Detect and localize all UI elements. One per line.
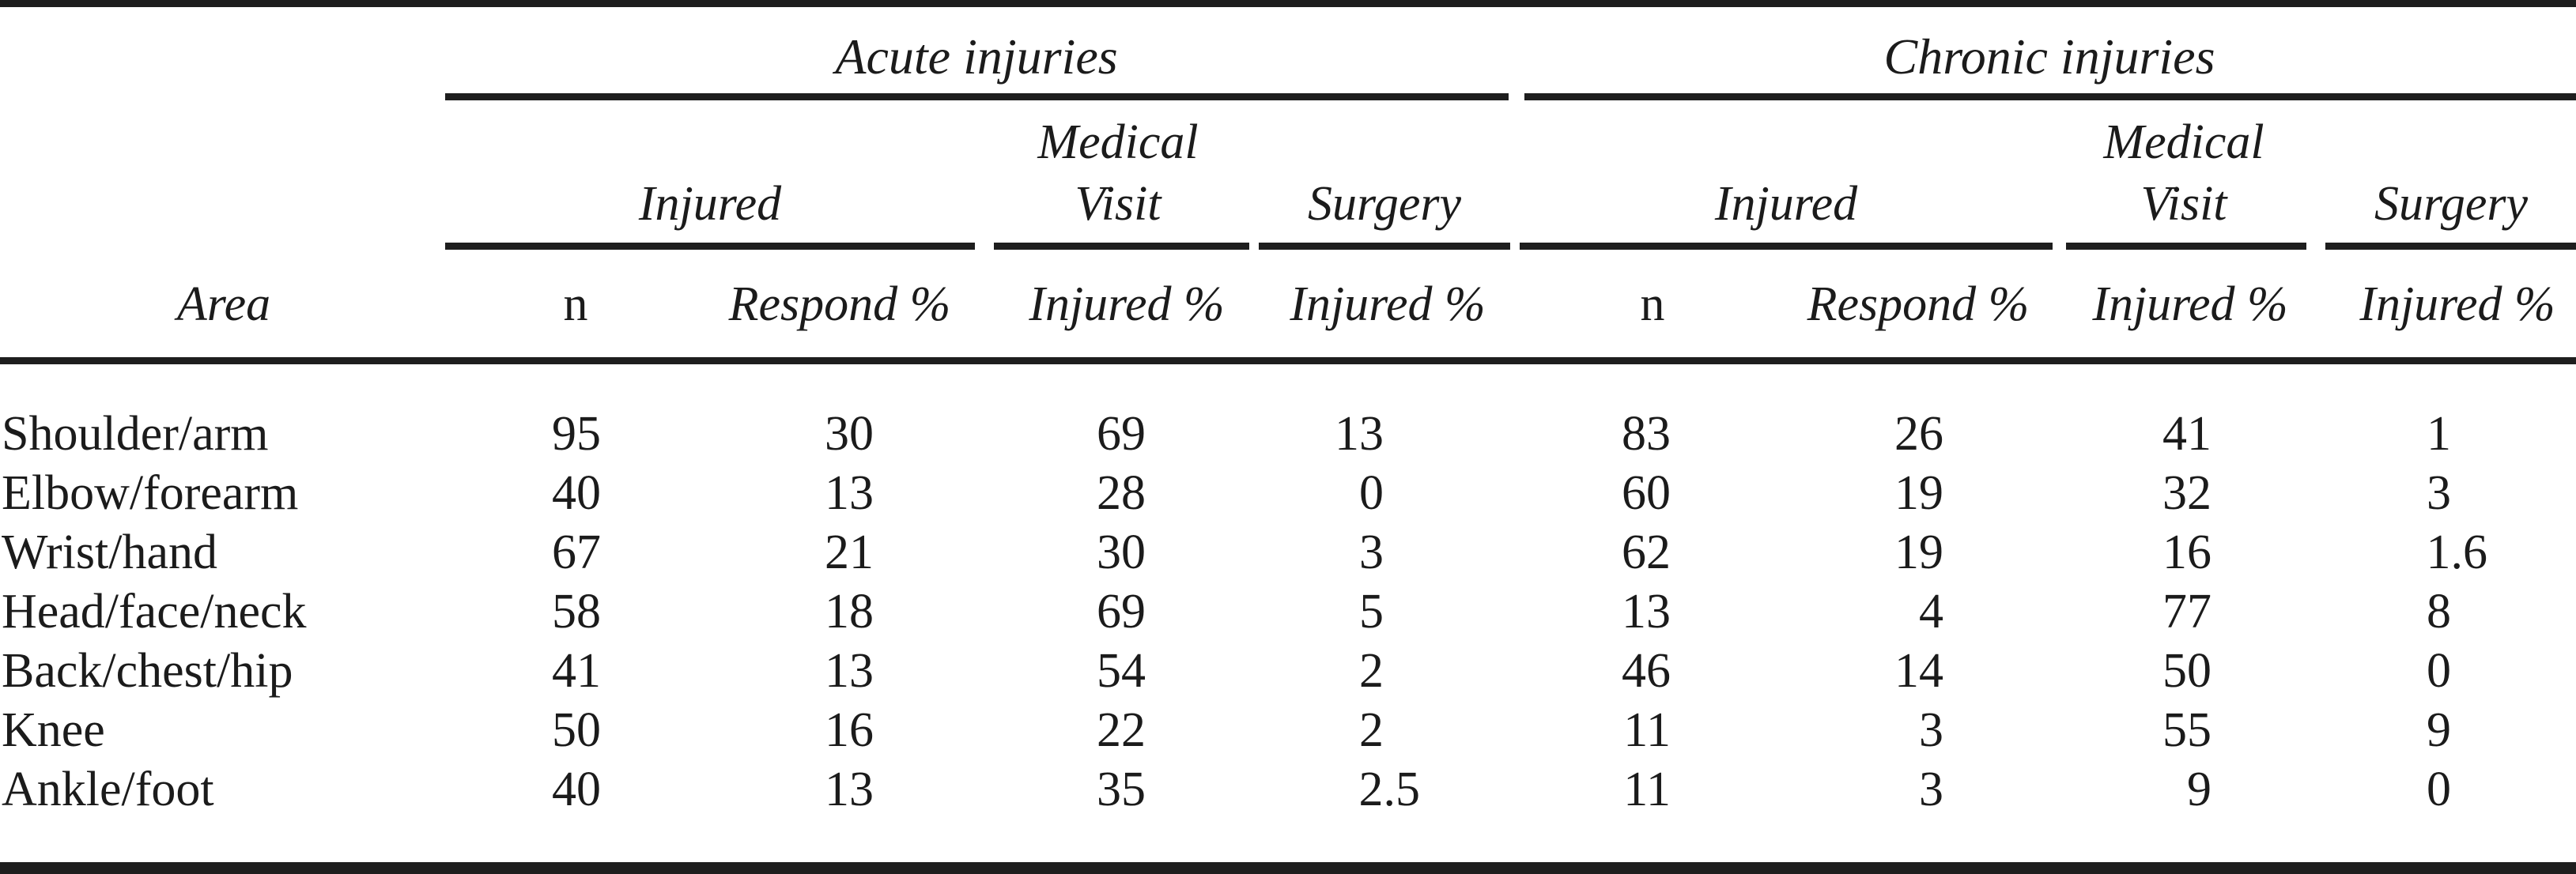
value-cell: 13 [825, 644, 874, 698]
acute-group-rule [445, 93, 1509, 100]
value-cell: 77 [2162, 585, 2212, 639]
value-cell: 67 [552, 526, 601, 579]
table-row: Knee 50 16 22 2 11 3 55 9 [0, 699, 2576, 761]
value-cell: 9 [2427, 703, 2451, 757]
value-cell: 11 [1623, 763, 1671, 816]
value-cell: 13 [825, 466, 874, 520]
area-cell: Head/face/neck [2, 585, 307, 639]
acute-injured-rule [445, 243, 975, 250]
column-header-acute-surgery-injured-pct: Injured % [1290, 277, 1486, 331]
area-cell: Wrist/hand [2, 526, 218, 579]
chronic-group-rule [1524, 93, 2576, 100]
group-header-acute: Acute injuries [835, 28, 1118, 85]
subheader-chronic-surgery: Surgery [2374, 177, 2528, 231]
header-bottom-rule [0, 357, 2576, 364]
value-cell: 40 [552, 466, 601, 520]
column-header-chronic-surgery-injured-pct: Injured % [2359, 277, 2555, 331]
value-cell: 18 [825, 585, 874, 639]
value-cell: 13 [825, 763, 874, 816]
subheader-acute-surgery: Surgery [1308, 177, 1461, 231]
value-cell: 69 [1097, 407, 1146, 461]
value-cell: 50 [552, 703, 601, 757]
value-cell: 54 [1097, 644, 1146, 698]
value-cell: 40 [552, 763, 601, 816]
value-cell: 2 [1359, 703, 1384, 757]
value-cell: 4 [1919, 585, 1943, 639]
value-cell: 0 [2427, 644, 2451, 698]
value-cell: 3 [1919, 703, 1943, 757]
value-cell: 8 [2427, 585, 2451, 639]
value-cell: 30 [1097, 526, 1146, 579]
value-cell: 26 [1894, 407, 1943, 461]
value-cell: 22 [1097, 703, 1146, 757]
value-cell: 0 [1359, 466, 1384, 520]
value-cell: 11 [1623, 703, 1671, 757]
column-header-chronic-n: n [1640, 277, 1665, 331]
value-cell: 16 [2162, 526, 2212, 579]
area-cell: Shoulder/arm [2, 407, 269, 461]
value-cell: 3 [1359, 526, 1384, 579]
value-cell: 1.6 [2426, 526, 2488, 579]
column-header-acute-medvisit-injured-pct: Injured % [1029, 277, 1225, 331]
value-cell: 58 [552, 585, 601, 639]
table-row: Elbow/forearm 40 13 28 0 60 19 32 3 [0, 462, 2576, 524]
value-cell: 9 [2187, 763, 2212, 816]
subheader-chronic-injured: Injured [1714, 177, 1858, 231]
value-cell: 19 [1894, 526, 1943, 579]
table-row: Back/chest/hip 41 13 54 2 46 14 50 0 [0, 640, 2576, 702]
column-header-acute-n: n [563, 277, 588, 331]
table-row: Ankle/foot 40 13 35 2.5 11 3 9 0 [0, 759, 2576, 820]
value-cell: 13 [1622, 585, 1671, 639]
value-cell: 2.5 [1358, 763, 1421, 816]
value-cell: 30 [825, 407, 874, 461]
value-cell: 19 [1894, 466, 1943, 520]
area-cell: Back/chest/hip [2, 644, 293, 698]
column-header-chronic-respond-pct: Respond % [1807, 277, 2030, 331]
group-header-chronic: Chronic injuries [1883, 28, 2215, 85]
value-cell: 1 [2427, 407, 2451, 461]
table-row: Wrist/hand 67 21 30 3 62 19 16 1.6 [0, 522, 2576, 583]
value-cell: 46 [1622, 644, 1671, 698]
chronic-surgery-rule [2325, 243, 2576, 250]
value-cell: 2 [1359, 644, 1384, 698]
table-row: Shoulder/arm 95 30 69 13 83 26 41 1 [0, 403, 2576, 465]
value-cell: 41 [2162, 407, 2212, 461]
column-header-acute-respond-pct: Respond % [728, 277, 951, 331]
subheader-acute-injured: Injured [638, 177, 782, 231]
value-cell: 55 [2162, 703, 2212, 757]
value-cell: 13 [1335, 407, 1384, 461]
area-cell: Elbow/forearm [2, 466, 299, 520]
value-cell: 5 [1359, 585, 1384, 639]
area-cell: Ankle/foot [2, 763, 214, 816]
value-cell: 21 [825, 526, 874, 579]
column-header-chronic-medvisit-injured-pct: Injured % [2092, 277, 2288, 331]
value-cell: 0 [2427, 763, 2451, 816]
top-border-rule [0, 0, 2576, 7]
value-cell: 3 [1919, 763, 1943, 816]
value-cell: 83 [1622, 407, 1671, 461]
value-cell: 60 [1622, 466, 1671, 520]
acute-surgery-rule [1259, 243, 1510, 250]
table-row: Head/face/neck 58 18 69 5 13 4 77 8 [0, 581, 2576, 642]
value-cell: 69 [1097, 585, 1146, 639]
value-cell: 14 [1894, 644, 1943, 698]
value-cell: 28 [1097, 466, 1146, 520]
value-cell: 62 [1622, 526, 1671, 579]
subheader-chronic-medical-visit: Medical Visit [2103, 115, 2264, 231]
area-cell: Knee [2, 703, 105, 757]
value-cell: 35 [1097, 763, 1146, 816]
chronic-medical-visit-rule [2066, 243, 2306, 250]
chronic-injured-rule [1520, 243, 2053, 250]
column-header-area: Area [176, 277, 271, 331]
value-cell: 16 [825, 703, 874, 757]
value-cell: 3 [2427, 466, 2451, 520]
bottom-border-rule [0, 862, 2576, 874]
value-cell: 50 [2162, 644, 2212, 698]
value-cell: 32 [2162, 466, 2212, 520]
acute-medical-visit-rule [994, 243, 1249, 250]
subheader-acute-medical-visit: Medical Visit [1037, 115, 1199, 231]
value-cell: 95 [552, 407, 601, 461]
value-cell: 41 [552, 644, 601, 698]
